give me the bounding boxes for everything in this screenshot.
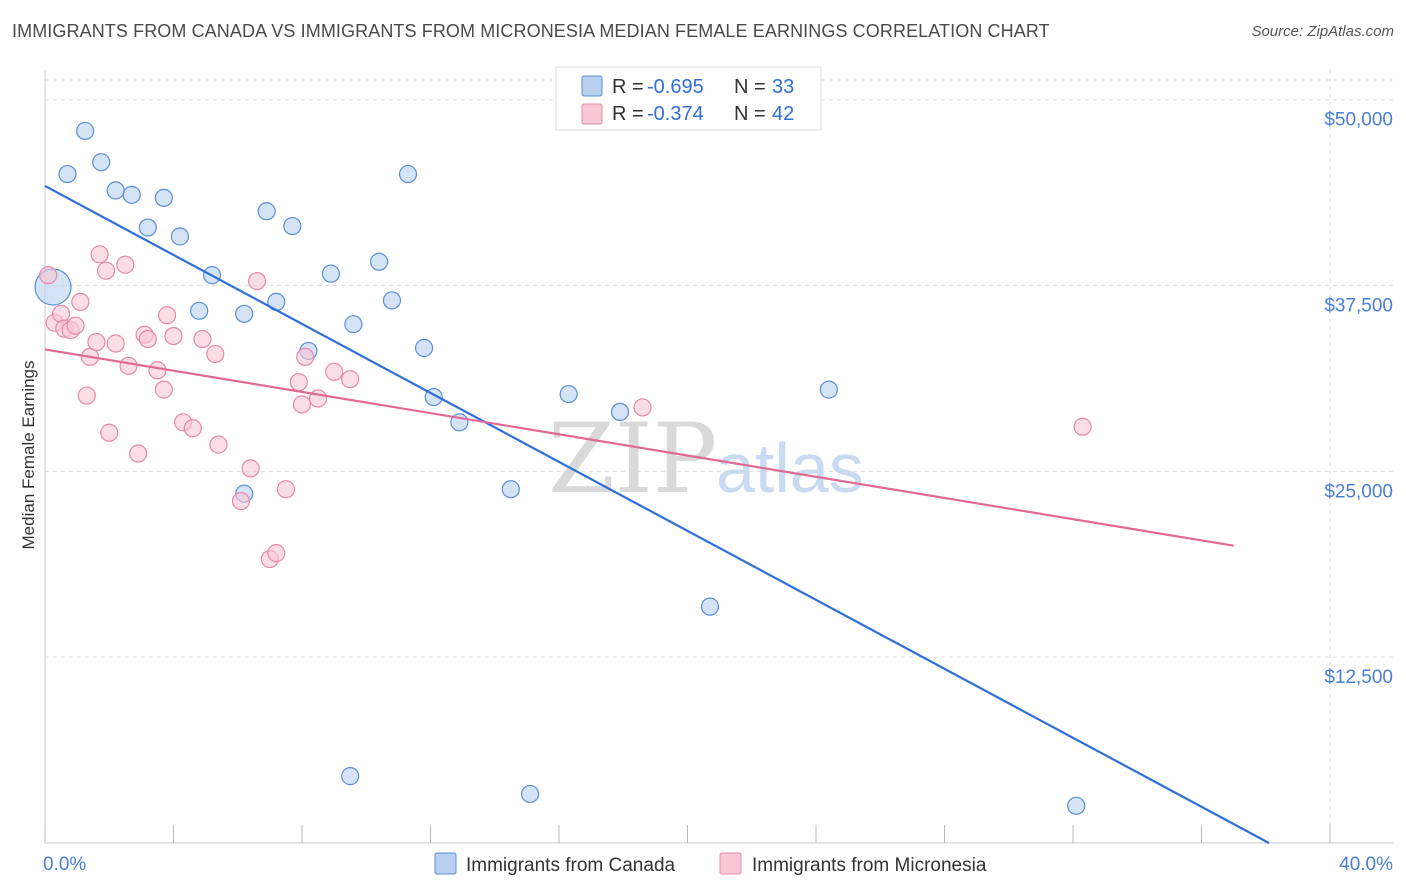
canada-point [58,164,77,184]
micronesia-trend-line [44,348,1234,547]
canada-point [170,227,190,246]
legend-r-label-micronesia: R = [612,103,644,125]
micronesia-point [154,380,173,399]
legend-swatch-canada [581,75,603,97]
canada-point [235,304,254,323]
y-axis-label: Median Female Earnings [19,361,38,550]
canada-point [700,597,720,616]
micronesia-point [164,326,183,346]
micronesia-point [231,491,251,511]
micronesia-point [90,245,109,264]
legend-r-value-canada: -0.695 [647,76,704,98]
micronesia-point [209,435,228,454]
legend-r-label-canada: R = [612,76,644,98]
y-tick-label: $37,500 [1324,296,1393,317]
micronesia-point [289,373,308,392]
y-tick-label: $50,000 [1324,110,1393,131]
micronesia-point [51,304,71,323]
canada-point [122,185,141,204]
canada-point [92,153,111,172]
series-legend: Immigrants from Canada Immigrants from M… [434,852,987,876]
micronesia-point [183,419,202,438]
micronesia-point [106,334,125,353]
canada-point [559,384,578,404]
legend-n-label-micronesia: N = [734,103,766,125]
micronesia-point [292,395,312,414]
series-legend-label-canada: Immigrants from Canada [466,855,676,876]
micronesia-point [39,266,58,285]
canada-point [257,202,276,221]
canada-point [610,402,630,422]
micronesia-point [276,480,296,499]
series-legend-swatch-micronesia [719,852,742,875]
canada-trend-line [44,184,1270,844]
micronesia-point [341,370,360,389]
micronesia-point [206,344,225,364]
points-layer [34,121,1092,815]
micronesia-point [96,261,116,280]
canada-point [1067,796,1086,815]
watermark-atlas: atlas [716,429,864,507]
series-legend-label-micronesia: Immigrants from Micronesia [752,855,987,876]
watermark-zip: ZIP [548,403,717,515]
axis-layer: $12,500 $25,000 $37,500 $50,000 0.0% 40.0% [43,70,1393,875]
micronesia-point [1073,417,1092,436]
micronesia-point [87,332,106,352]
canada-point [138,218,157,237]
canada-point [414,338,434,358]
micronesia-point [148,361,167,380]
chart-title: IMMIGRANTS FROM CANADA VS IMMIGRANTS FRO… [12,21,1050,41]
canada-point [190,301,209,320]
series-legend-swatch-canada [434,852,457,875]
canada-point [344,315,363,334]
legend-n-value-micronesia: 42 [772,103,794,125]
micronesia-point [66,316,85,335]
micronesia-point [241,459,260,478]
canada-point [501,480,520,499]
correlation-legend: R = -0.695 N = 33 R = -0.374 N = 42 [555,66,822,131]
canada-point [520,784,540,804]
canada-point [341,767,360,786]
y-tick-label: $25,000 [1324,481,1393,502]
canada-point [321,264,341,283]
grid-layer [45,70,1393,843]
x-tick-label-max: 40.0% [1339,854,1393,875]
micronesia-point [138,329,157,349]
watermark: ZIP atlas [548,403,864,515]
canada-point [398,164,418,184]
canada-point [382,291,402,310]
canada-point [819,380,838,399]
micronesia-point [71,292,90,311]
chart-source: Source: ZipAtlas.com [1251,23,1394,40]
legend-swatch-micronesia [581,103,603,125]
canada-point [106,181,125,200]
legend-n-label-canada: N = [734,76,766,98]
canada-point [370,252,389,271]
micronesia-point [325,362,344,381]
micronesia-point [77,386,96,405]
micronesia-point [633,398,652,417]
legend-r-value-micronesia: -0.374 [647,103,704,125]
micronesia-point [193,329,212,349]
trend-layer [44,184,1270,844]
micronesia-point [100,423,119,442]
micronesia-point [267,544,286,563]
micronesia-point [157,306,177,325]
legend-n-value-canada: 33 [772,76,794,98]
micronesia-point [119,356,138,375]
y-tick-label: $12,500 [1324,667,1393,688]
micronesia-point [129,444,148,463]
x-tick-label-min: 0.0% [43,854,86,875]
micronesia-point [247,271,267,291]
canada-point [154,188,173,207]
canada-point [283,216,302,236]
canada-point [76,121,95,141]
micronesia-point [296,347,315,367]
micronesia-point [116,255,135,274]
